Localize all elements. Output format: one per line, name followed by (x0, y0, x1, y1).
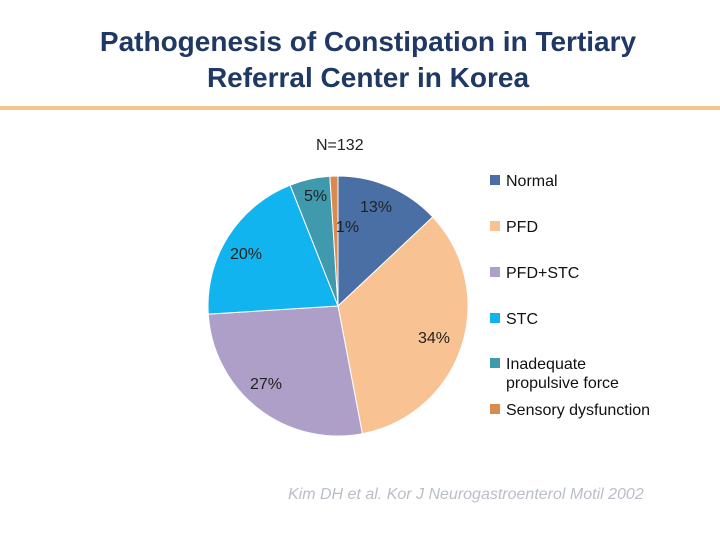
slice-label: 1% (336, 219, 359, 236)
legend-label: STC (506, 311, 538, 328)
title-divider (0, 106, 720, 110)
slice-label: 5% (304, 188, 327, 205)
legend-swatch (490, 404, 500, 414)
pie-slice-normal (337, 175, 434, 308)
citation: Kim DH et al. Kor J Neurogastroenterol M… (288, 486, 644, 503)
slice-label: 27% (250, 376, 282, 393)
legend-label: PFD (506, 219, 538, 236)
pie-slices (207, 175, 469, 437)
slice-label: 20% (230, 246, 262, 263)
legend-swatch (490, 313, 500, 323)
legend-swatch (490, 358, 500, 368)
slice-label: 34% (418, 330, 450, 347)
title-line-1: Pathogenesis of Constipation in Tertiary (99, 26, 637, 57)
legend: Normal PFD PFD+STC STC Inadequate propulsive … (490, 173, 650, 419)
legend-swatch (490, 221, 500, 231)
slide-title: Pathogenesis of Constipation in Tertiary… (0, 24, 720, 96)
title-line-2: Referral Center in Korea (206, 62, 530, 93)
pie-slice-pfd (337, 216, 469, 435)
legend-label: Sensory dysfunction (506, 402, 650, 419)
legend-label: Normal (506, 173, 558, 190)
legend-label: PFD+STC (506, 265, 579, 282)
legend-swatch (490, 175, 500, 185)
pie-slice-sensory-dysfunction (329, 175, 339, 307)
legend-label: Inadequate propulsive force (506, 356, 619, 392)
pie-slice-stc (207, 184, 339, 315)
slice-label: 13% (360, 199, 392, 216)
pie-slice-pfd-stc (207, 305, 363, 437)
slice-labels: 13% 34% 27% 20% 5% 1% (230, 188, 450, 393)
legend-swatch (490, 267, 500, 277)
sample-size-label: N=132 (316, 137, 364, 154)
